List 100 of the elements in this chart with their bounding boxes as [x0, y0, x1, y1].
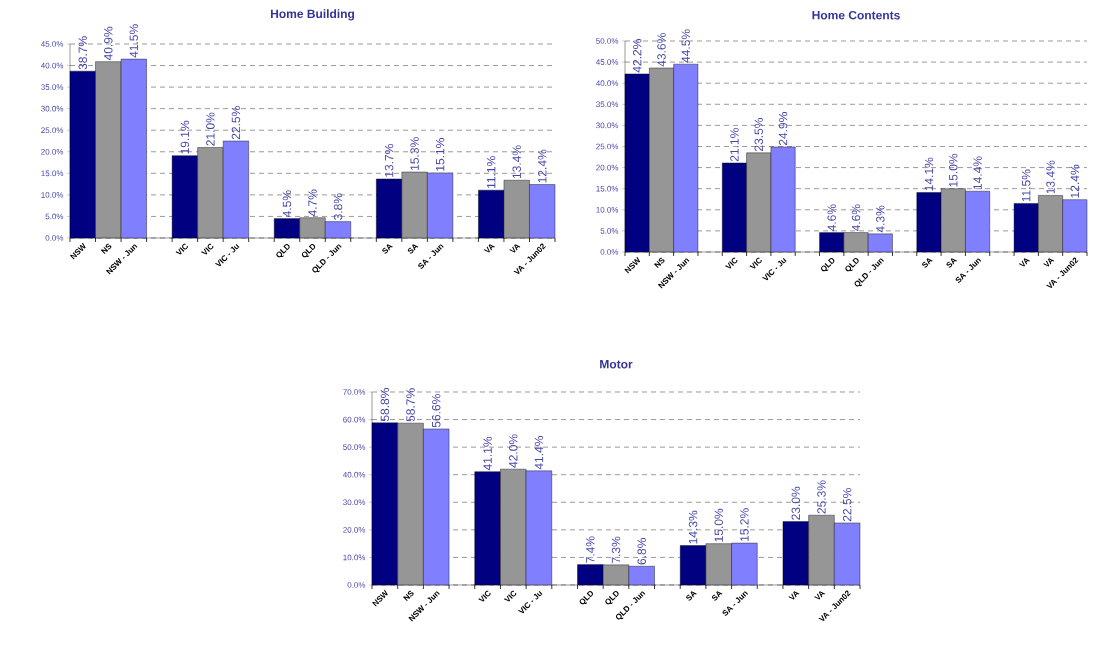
x-tick-label: VA: [1018, 258, 1030, 267]
x-tick-label: VIC: [749, 257, 762, 269]
data-label: 22.5%: [842, 488, 852, 522]
data-label: 22.5%: [231, 106, 241, 140]
data-label: 41.1%: [483, 436, 492, 471]
x-tick-label: SA: [946, 258, 958, 268]
chart-title: Home Contents: [812, 10, 900, 20]
data-label: 4.6%: [827, 204, 836, 232]
data-label: 40.9%: [104, 26, 113, 61]
y-tick-label: 20.0%: [596, 164, 619, 171]
x-tick-label: SA - Jun: [722, 591, 749, 616]
y-tick-label: 40.0%: [342, 471, 366, 478]
y-tick-label: 15.0%: [41, 170, 64, 177]
y-tick-label: 35.0%: [596, 101, 619, 108]
data-label: 15.0%: [949, 153, 958, 187]
data-label: 13.4%: [1046, 160, 1055, 194]
x-tick-label: VIC - Ju: [517, 591, 543, 614]
data-label: 15.3%: [410, 137, 419, 170]
data-label: 43.6%: [657, 33, 666, 67]
y-tick-label: 0.0%: [600, 249, 619, 255]
data-label: 58.8%: [380, 388, 390, 422]
data-label: 12.4%: [1070, 164, 1080, 198]
y-tick-label: 40.0%: [40, 62, 64, 69]
x-tick-label: NS: [654, 257, 665, 269]
data-label: 4.5%: [282, 190, 292, 218]
data-label: 14.3%: [688, 510, 698, 544]
data-label: 44.5%: [681, 29, 691, 63]
y-tick-label: 15.0%: [596, 185, 619, 192]
data-label: 13.4%: [512, 145, 521, 179]
y-tick-label: 5.0%: [600, 228, 619, 234]
x-tick-label: VIC: [175, 243, 188, 255]
y-tick-label: 25.0%: [41, 127, 64, 134]
data-label: 41.4%: [534, 436, 544, 470]
data-label: 23.5%: [754, 118, 763, 152]
x-tick-label: VIC - Ju: [214, 244, 240, 267]
y-tick-label: 35.0%: [41, 84, 64, 90]
y-tick-label: 45.0%: [40, 41, 64, 47]
data-label: 21.0%: [206, 112, 215, 146]
x-tick-label: SA: [382, 244, 393, 254]
data-label: 3.8%: [333, 193, 343, 220]
y-tick-label: 50.0%: [596, 38, 619, 44]
chart-title: Motor: [600, 360, 633, 369]
x-tick-label: VIC: [201, 243, 214, 255]
x-tick-label: NS: [100, 243, 112, 255]
y-tick-label: 50.0%: [343, 444, 366, 450]
data-label: 11.1%: [486, 156, 496, 189]
y-tick-label: 20.0%: [41, 148, 64, 155]
y-tick-label: 45.0%: [595, 59, 619, 65]
data-label: 11.5%: [1021, 169, 1031, 202]
data-label: 25.3%: [817, 480, 826, 514]
y-tick-label: 25.0%: [596, 143, 619, 150]
data-label: 42.0%: [509, 434, 518, 468]
x-tick-label: VIC: [503, 590, 517, 602]
data-label: 13.7%: [384, 144, 394, 177]
x-tick-label: SA - Jun: [418, 244, 444, 269]
y-tick-label: 30.0%: [343, 499, 366, 506]
data-label: 38.7%: [78, 36, 88, 70]
y-tick-label: 20.0%: [343, 527, 366, 533]
data-label: 21.1%: [730, 128, 739, 162]
y-tick-label: 10.0%: [343, 554, 366, 561]
data-label: 7.3%: [611, 536, 621, 564]
data-label: 4.3%: [876, 205, 885, 233]
y-tick-label: 0.0%: [347, 582, 366, 588]
x-tick-label: SA: [407, 244, 419, 254]
data-label: 15.0%: [714, 508, 723, 542]
x-tick-label: SA: [686, 591, 697, 601]
data-label: 14.1%: [924, 157, 934, 191]
data-label: 15.1%: [435, 138, 445, 171]
data-label: 6.8%: [637, 538, 646, 565]
y-tick-label: 70.0%: [343, 389, 366, 395]
x-tick-label: SA: [711, 591, 723, 601]
x-tick-label: VA: [509, 244, 521, 253]
data-label: 58.7%: [406, 388, 415, 422]
data-label: 24.9%: [778, 112, 788, 146]
x-tick-label: VA: [814, 591, 826, 600]
x-tick-label: VA: [1043, 258, 1055, 267]
data-label: 41.5%: [129, 24, 139, 58]
data-label: 4.7%: [308, 189, 317, 217]
x-tick-label: VA: [483, 244, 495, 253]
data-label: 19.1%: [180, 120, 190, 154]
chart-title: Home Building: [270, 9, 355, 21]
data-label: 7.4%: [586, 536, 595, 563]
x-tick-label: VIC - Ju: [762, 258, 787, 281]
y-tick-label: 0.0%: [45, 235, 64, 241]
data-label: 23.0%: [791, 486, 801, 520]
x-tick-label: VIC: [478, 590, 491, 602]
y-tick-label: 30.0%: [41, 105, 64, 112]
data-label: 14.4%: [973, 156, 982, 190]
x-tick-label: NS: [403, 590, 414, 602]
y-tick-label: 10.0%: [41, 192, 64, 198]
data-label: 15.2%: [740, 508, 749, 541]
data-label: 12.4%: [538, 149, 547, 183]
y-tick-label: 40.0%: [595, 80, 619, 87]
data-label: 56.6%: [431, 394, 441, 428]
y-tick-label: 60.0%: [343, 416, 366, 423]
x-tick-label: SA: [922, 258, 933, 268]
data-label: 4.6%: [851, 204, 861, 232]
y-tick-label: 10.0%: [596, 206, 619, 213]
y-tick-label: 30.0%: [596, 122, 619, 129]
x-tick-label: VIC: [725, 257, 738, 269]
